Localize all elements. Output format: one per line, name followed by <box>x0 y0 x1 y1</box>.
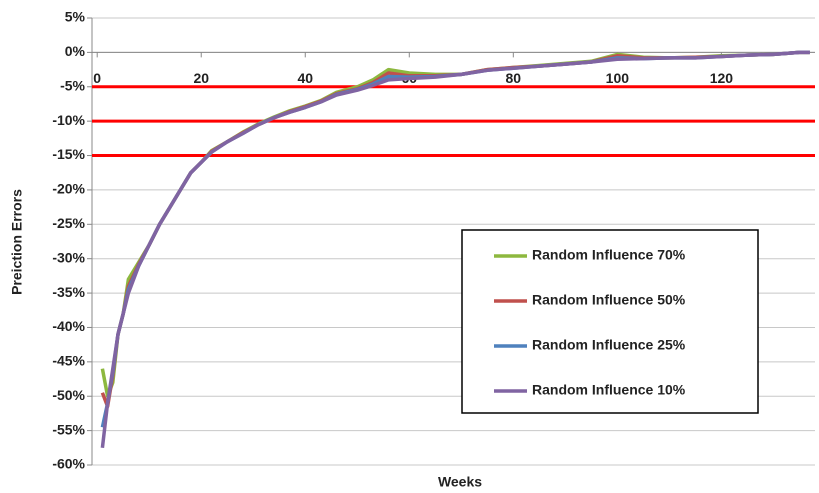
legend-box <box>461 229 759 414</box>
y-tick-label: 5% <box>65 9 86 25</box>
y-tick-label: -35% <box>52 284 85 300</box>
y-tick-label: -30% <box>52 249 85 265</box>
x-tick-label: 40 <box>297 70 313 86</box>
y-axis-label: Preiction Errors <box>9 189 25 295</box>
y-tick-label: -60% <box>52 456 85 472</box>
legend: Random Influence 70% Random Influence 50%… <box>461 229 759 414</box>
y-tick-label: -50% <box>52 387 85 403</box>
legend-label: Random Influence 25% <box>532 337 686 353</box>
legend-label: Random Influence 10% <box>532 382 686 398</box>
series-line <box>100 50 810 449</box>
legend-label: Random Influence 50% <box>532 292 686 308</box>
x-tick-label: 100 <box>606 70 630 86</box>
y-tick-label: -10% <box>52 112 85 128</box>
x-tick-label: 20 <box>193 70 209 86</box>
y-tick-label: -25% <box>52 215 85 231</box>
y-tick-label: -5% <box>60 77 85 93</box>
y-tick-label: -55% <box>52 421 85 437</box>
y-tick-label: -20% <box>52 181 85 197</box>
x-tick-label: 0 <box>93 70 101 86</box>
y-tick-label: 0% <box>65 43 86 59</box>
x-tick-label: 80 <box>506 70 522 86</box>
legend-label: Random Influence 70% <box>532 247 686 263</box>
y-tick-label: -40% <box>52 318 85 334</box>
x-tick-label: 120 <box>710 70 734 86</box>
y-tick-label: -15% <box>52 146 85 162</box>
x-axis-label: Weeks <box>438 474 482 490</box>
y-tick-label: -45% <box>52 353 85 369</box>
